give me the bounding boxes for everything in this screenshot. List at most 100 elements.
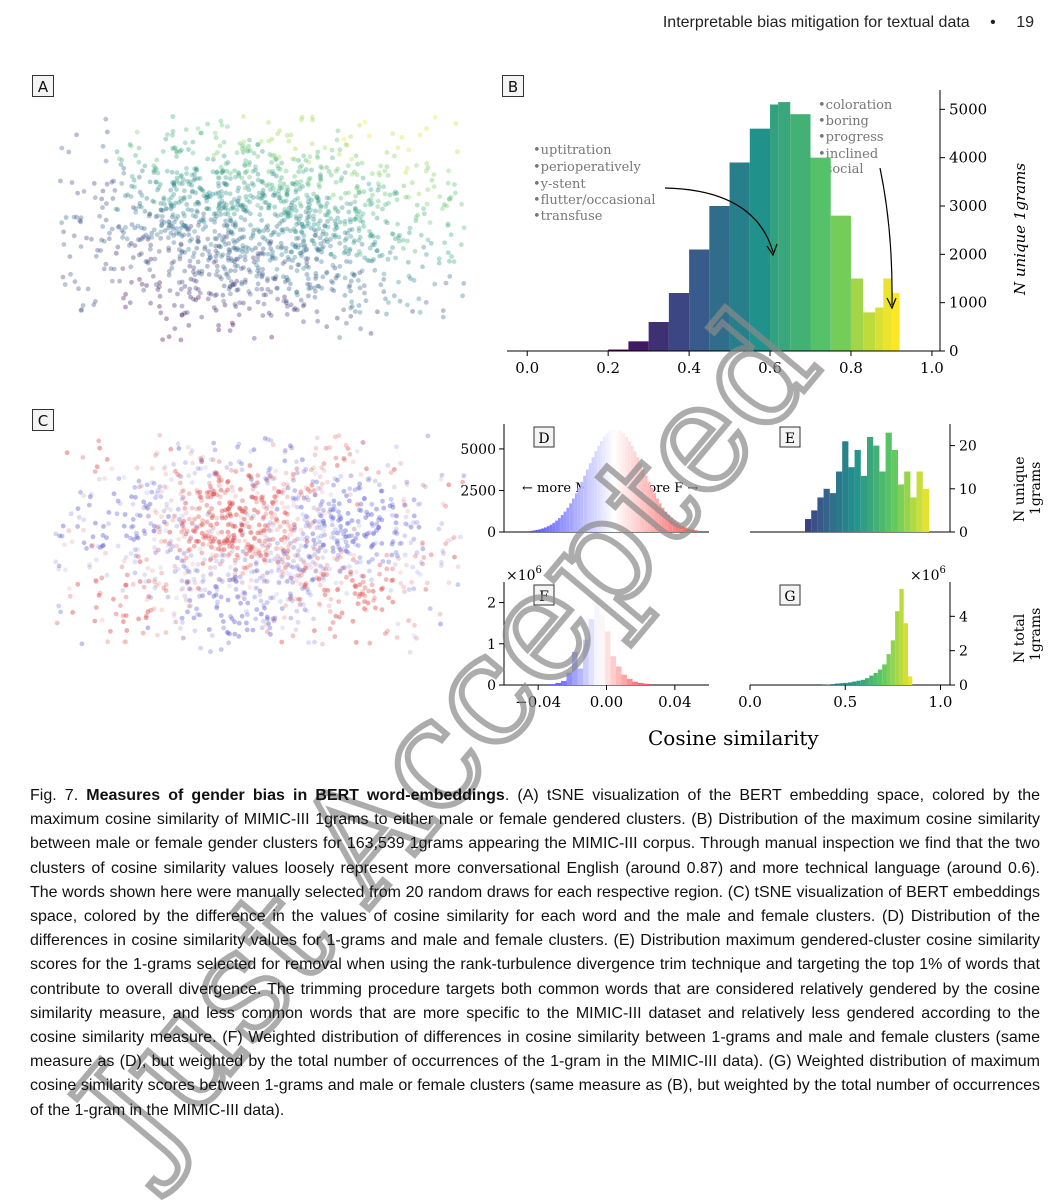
tsne-point-c — [308, 592, 313, 598]
tsne-point-a — [179, 220, 185, 225]
tsne-point-c — [193, 606, 199, 612]
tsne-point-a — [316, 226, 322, 231]
tsne-point-a — [216, 327, 222, 333]
tsne-point-a — [263, 225, 269, 230]
tsne-point-a — [99, 237, 104, 243]
hist-bar-b — [749, 128, 771, 351]
tsne-point-c — [292, 525, 297, 531]
tsne-point-c — [342, 534, 348, 540]
tsne-point-a — [285, 213, 291, 218]
tsne-point-c — [370, 543, 375, 548]
tsne-point-a — [139, 193, 145, 198]
tsne-point-a — [356, 225, 362, 231]
tsne-point-c — [251, 447, 257, 453]
tsne-point-c — [118, 603, 123, 608]
tsne-point-a — [336, 234, 342, 240]
tsne-point-a — [217, 274, 223, 280]
tsne-point-c — [414, 635, 419, 641]
tsne-point-c — [268, 510, 274, 516]
tsne-point-a — [128, 264, 134, 270]
tsne-point-c — [219, 515, 225, 521]
tsne-point-a — [119, 181, 125, 186]
tsne-point-c — [285, 579, 290, 585]
tsne-point-c — [390, 566, 395, 572]
tsne-point-a — [210, 169, 216, 175]
tsne-point-c — [172, 513, 178, 519]
tsne-point-a — [374, 248, 380, 254]
tsne-point-a — [158, 229, 164, 235]
tsne-point-a — [194, 167, 199, 173]
tsne-point-c — [145, 609, 151, 615]
tsne-point-c — [293, 553, 298, 558]
tsne-point-c — [403, 514, 409, 520]
tsne-point-a — [271, 186, 276, 191]
tsne-point-a — [301, 266, 306, 271]
tsne-point-a — [198, 130, 204, 136]
tsne-point-a — [249, 247, 255, 253]
tsne-point-c — [248, 474, 254, 480]
tsne-point-a — [297, 186, 303, 192]
tsne-point-a — [109, 179, 115, 185]
tsne-point-a — [291, 307, 297, 313]
tsne-point-c — [351, 552, 357, 558]
tsne-point-a — [263, 292, 269, 298]
tsne-point-c — [146, 513, 152, 519]
tsne-point-a — [232, 174, 238, 180]
tsne-point-a — [255, 251, 261, 256]
tsne-point-c — [189, 520, 195, 526]
tsne-point-a — [318, 241, 324, 247]
tsne-point-a — [220, 168, 226, 174]
tsne-point-a — [194, 167, 200, 173]
tsne-point-a — [162, 219, 167, 225]
tsne-point-c — [151, 528, 157, 534]
tsne-point-a — [207, 194, 213, 199]
tsne-point-a — [285, 187, 291, 193]
tsne-point-c — [179, 520, 184, 526]
tsne-point-a — [247, 174, 253, 180]
tsne-point-c — [252, 569, 258, 574]
tsne-point-c — [217, 494, 223, 500]
tsne-point-c — [246, 524, 252, 530]
tsne-point-c — [240, 580, 245, 586]
tsne-point-a — [223, 175, 229, 180]
tsne-point-a — [302, 243, 308, 248]
tsne-point-a — [168, 223, 173, 228]
tsne-point-c — [364, 531, 370, 537]
tsne-point-c — [128, 535, 133, 541]
tsne-point-c — [248, 530, 254, 535]
tsne-point-c — [180, 495, 186, 500]
tsne-point-c — [175, 555, 181, 561]
tsne-point-c — [425, 433, 431, 439]
tsne-point-c — [134, 530, 139, 536]
hist-bar-d — [530, 530, 533, 532]
tsne-point-a — [59, 145, 65, 151]
tsne-point-c — [157, 529, 162, 535]
tsne-point-c — [288, 575, 293, 581]
tsne-point-c — [285, 562, 291, 567]
tsne-point-a — [292, 197, 298, 203]
tsne-point-a — [242, 280, 248, 285]
tsne-point-c — [211, 593, 217, 599]
hist-bar-d — [583, 475, 586, 532]
hist-bar-d — [689, 529, 693, 532]
tsne-point-a — [396, 235, 401, 240]
tsne-point-a — [332, 205, 338, 211]
tsne-point-a — [240, 143, 246, 149]
tsne-point-c — [334, 556, 340, 561]
tsne-point-a — [358, 326, 363, 332]
tsne-point-a — [180, 210, 186, 216]
tsne-point-c — [411, 586, 417, 592]
tsne-point-a — [285, 214, 291, 220]
hist-bar-e — [891, 449, 898, 532]
tsne-point-a — [67, 254, 73, 259]
tsne-point-c — [286, 542, 292, 547]
tsne-point-a — [445, 223, 451, 228]
tsne-point-c — [366, 530, 372, 536]
tsne-point-a — [270, 171, 275, 177]
tsne-point-c — [56, 603, 62, 609]
tsne-point-c — [275, 553, 281, 559]
tsne-point-a — [384, 164, 390, 169]
tsne-point-c — [281, 547, 287, 553]
tsne-point-a — [217, 200, 223, 206]
hist-bar-f — [616, 666, 622, 685]
